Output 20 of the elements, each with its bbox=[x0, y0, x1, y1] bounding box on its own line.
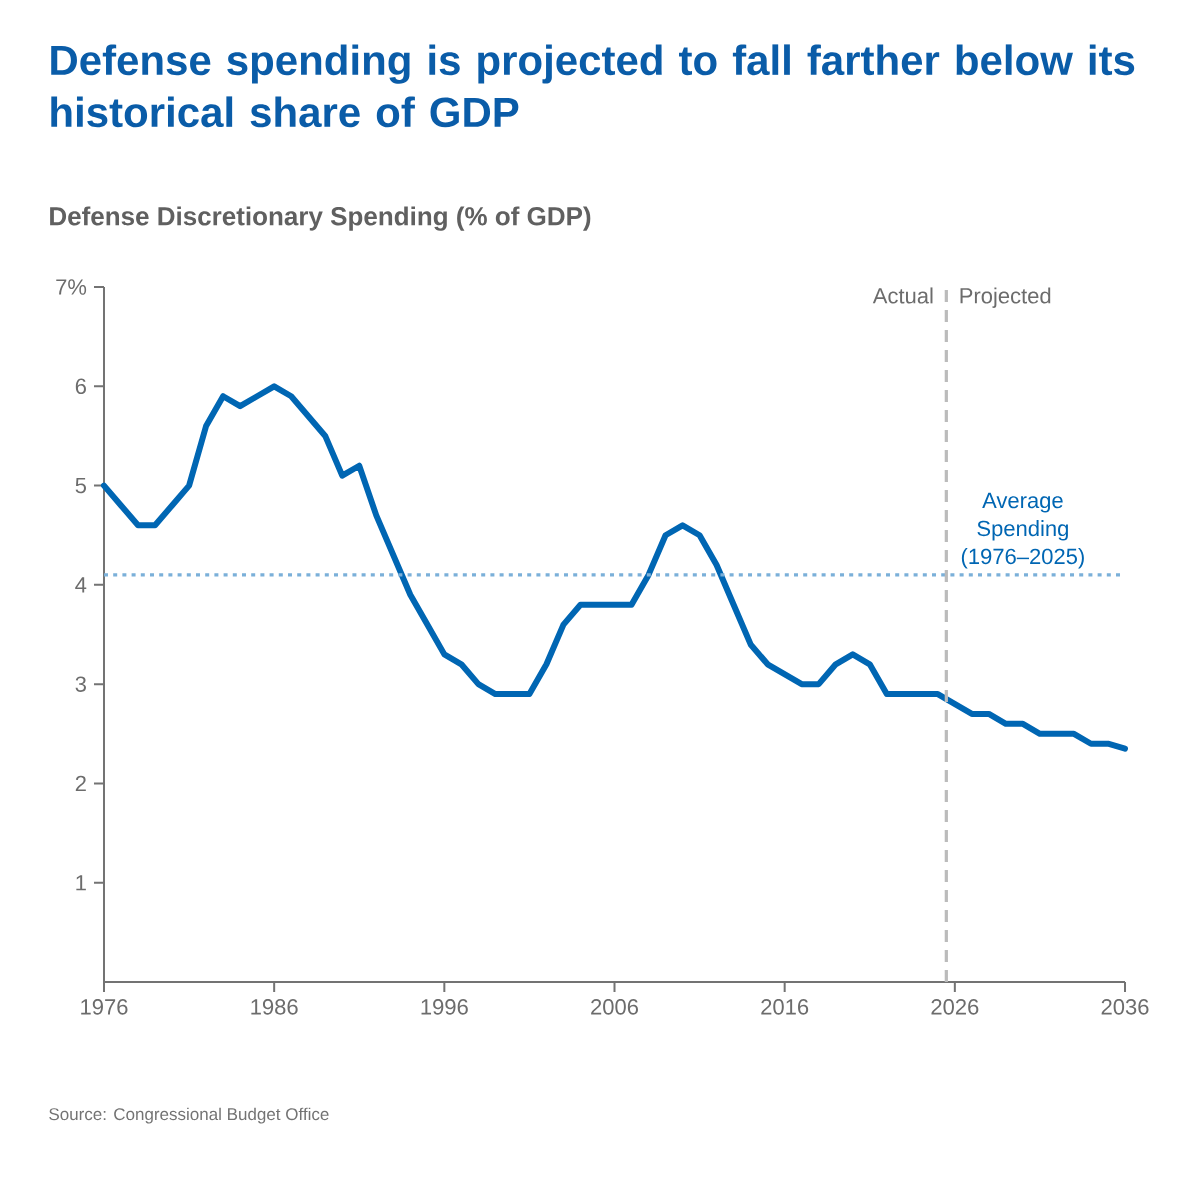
x-tick-label: 2026 bbox=[931, 999, 979, 1015]
x-tick-label: 1976 bbox=[81, 999, 128, 1015]
source-note: Source: Congressional Budget Office bbox=[49, 1107, 329, 1124]
chart-subtitle: Defense Discretionary Spending (% of GDP) bbox=[50, 206, 591, 231]
chart-title: Defense spending is projected to fall farther below its historical share of GDP bbox=[51, 44, 1135, 128]
y-tick-label: 7% bbox=[56, 279, 87, 295]
y-tick-label: 5 bbox=[75, 477, 86, 494]
y-tick-label: 2 bbox=[75, 775, 86, 792]
y-tick-label: 1 bbox=[76, 875, 86, 891]
x-tick-label: 2016 bbox=[761, 999, 809, 1015]
x-tick-label: 2006 bbox=[591, 999, 638, 1015]
y-tick-label: 6 bbox=[75, 378, 86, 395]
ref-line-label: Average Spending (1976–2025) bbox=[961, 492, 1084, 569]
y-tick-label: 4 bbox=[75, 577, 87, 593]
x-tick-label: 1996 bbox=[421, 999, 468, 1015]
x-tick-label: 1986 bbox=[251, 999, 298, 1015]
y-tick-label: 3 bbox=[75, 676, 86, 692]
annotation: Actual bbox=[872, 287, 933, 304]
annotation: Projected bbox=[960, 287, 1051, 308]
x-tick-label: 2036 bbox=[1101, 999, 1149, 1015]
